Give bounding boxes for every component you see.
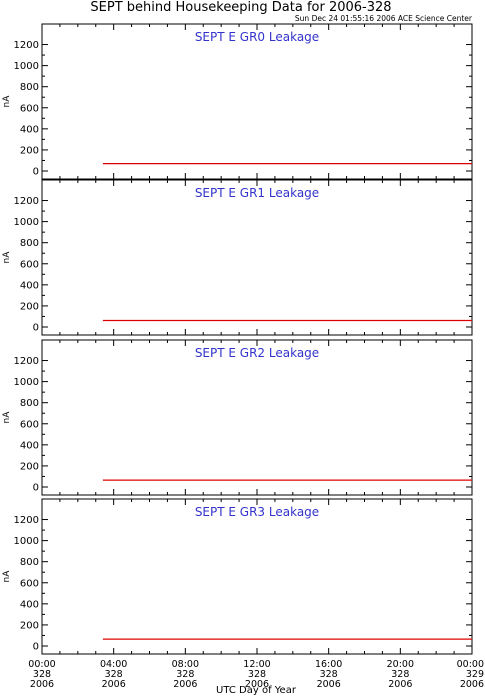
y-tick-label: 200 bbox=[20, 620, 39, 631]
panel-0: 0 200 400 600 800 1000 1200 nA SEPT E GR0 Leakag… bbox=[2, 23, 473, 180]
y-tick-label: 400 bbox=[20, 440, 39, 451]
y-tick-label: 600 bbox=[20, 103, 39, 114]
x-tick-label: 2006 bbox=[102, 679, 126, 690]
y-tick-label: 200 bbox=[20, 461, 39, 472]
y-tick-label: 0 bbox=[33, 642, 39, 653]
y-tick-label: 600 bbox=[20, 259, 39, 270]
panel-frame bbox=[41, 498, 473, 655]
x-tick-label: 328 bbox=[33, 669, 51, 680]
panels: 0 200 400 600 800 1000 1200 nA SEPT E GR0 Leakag… bbox=[2, 23, 473, 655]
y-tick-label: 800 bbox=[20, 82, 39, 93]
x-tick-label: 20:00 bbox=[387, 659, 414, 670]
x-tick-label: 04:00 bbox=[100, 659, 127, 670]
x-tick-label: 08:00 bbox=[172, 659, 199, 670]
x-tick-label: 2006 bbox=[245, 679, 269, 690]
y-tick-label: 200 bbox=[20, 301, 39, 312]
y-tick-label: 200 bbox=[20, 145, 39, 156]
y-axis-label: nA bbox=[2, 570, 12, 583]
panel-2: 0 200 400 600 800 1000 1200 nA SEPT E GR2 Leakag… bbox=[2, 339, 473, 496]
x-axis-title: UTC Day of Year bbox=[216, 685, 297, 696]
y-axis-label: nA bbox=[2, 95, 12, 108]
y-tick-label: 1000 bbox=[14, 536, 39, 547]
y-axis-label: nA bbox=[2, 251, 12, 264]
y-tick-label: 1000 bbox=[14, 61, 39, 72]
y-axis-label: nA bbox=[2, 411, 12, 424]
y-tick-label: 400 bbox=[20, 124, 39, 135]
y-tick-label: 1200 bbox=[14, 40, 39, 51]
y-tick-label: 1000 bbox=[14, 377, 39, 388]
x-tick-label: 328 bbox=[176, 669, 194, 680]
panel-title: SEPT E GR1 Leakage bbox=[195, 186, 319, 200]
x-tick-label: 16:00 bbox=[315, 659, 342, 670]
y-tick-label: 1200 bbox=[14, 356, 39, 367]
y-tick-label: 1200 bbox=[14, 196, 39, 207]
y-tick-label: 600 bbox=[20, 578, 39, 589]
y-tick-label: 800 bbox=[20, 238, 39, 249]
x-axis-labels: 00:00328200604:00328200608:00328200612:0… bbox=[28, 659, 484, 690]
y-tick-label: 800 bbox=[20, 557, 39, 568]
y-tick-label: 0 bbox=[33, 323, 39, 334]
x-tick-label: 2006 bbox=[317, 679, 341, 690]
figure-title: SEPT behind Housekeeping Data for 2006-3… bbox=[90, 0, 391, 15]
panel-3: 0 200 400 600 800 1000 1200 nA SEPT E GR3 Leakag… bbox=[2, 498, 473, 655]
panel-frame bbox=[41, 179, 473, 336]
panel-1: 0 200 400 600 800 1000 1200 nA SEPT E GR1 Leakag… bbox=[2, 179, 473, 336]
x-tick-label: 328 bbox=[320, 669, 338, 680]
panel-frame bbox=[41, 339, 473, 496]
x-tick-label: 00:00 bbox=[28, 659, 55, 670]
y-tick-label: 400 bbox=[20, 599, 39, 610]
x-tick-label: 328 bbox=[391, 669, 409, 680]
y-tick-label: 1000 bbox=[14, 217, 39, 228]
x-tick-label: 329 bbox=[466, 669, 484, 680]
panel-title: SEPT E GR2 Leakage bbox=[195, 346, 319, 360]
x-tick-label: 00:00 bbox=[457, 659, 484, 670]
y-tick-label: 1200 bbox=[14, 515, 39, 526]
x-tick-label: 2006 bbox=[30, 679, 54, 690]
x-tick-label: 2006 bbox=[460, 679, 484, 690]
y-tick-label: 400 bbox=[20, 280, 39, 291]
x-tick-label: 2006 bbox=[173, 679, 197, 690]
y-tick-label: 800 bbox=[20, 398, 39, 409]
x-tick-label: 328 bbox=[105, 669, 123, 680]
panel-frame bbox=[41, 23, 473, 180]
y-tick-label: 600 bbox=[20, 419, 39, 430]
y-tick-label: 0 bbox=[33, 167, 39, 178]
panel-title: SEPT E GR0 Leakage bbox=[195, 30, 319, 44]
y-tick-label: 0 bbox=[33, 483, 39, 494]
x-tick-label: 2006 bbox=[388, 679, 412, 690]
x-tick-label: 12:00 bbox=[243, 659, 270, 670]
x-tick-label: 328 bbox=[248, 669, 266, 680]
panel-title: SEPT E GR3 Leakage bbox=[195, 505, 319, 519]
generation-timestamp: Sun Dec 24 01:55:16 2006 ACE Science Cen… bbox=[295, 14, 473, 23]
